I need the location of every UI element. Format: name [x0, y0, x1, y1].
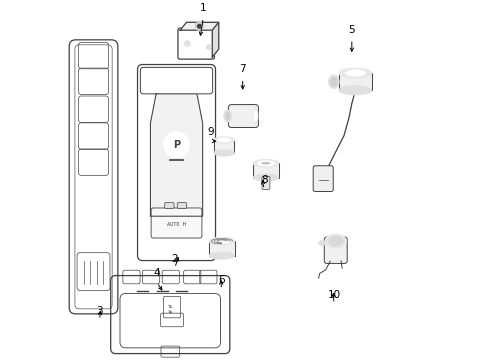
- Ellipse shape: [253, 111, 257, 122]
- Text: AUTO H: AUTO H: [167, 221, 185, 226]
- Text: 2: 2: [171, 254, 178, 264]
- Ellipse shape: [209, 252, 234, 259]
- Polygon shape: [338, 73, 371, 90]
- Text: 10: 10: [326, 289, 340, 300]
- Ellipse shape: [224, 110, 231, 122]
- Polygon shape: [209, 241, 234, 256]
- Ellipse shape: [338, 68, 371, 78]
- Text: 4: 4: [153, 268, 160, 278]
- Polygon shape: [180, 22, 218, 30]
- FancyBboxPatch shape: [312, 166, 332, 192]
- Circle shape: [195, 22, 203, 31]
- Polygon shape: [150, 94, 202, 216]
- Ellipse shape: [213, 137, 234, 143]
- Ellipse shape: [261, 162, 270, 165]
- Ellipse shape: [213, 150, 234, 156]
- Circle shape: [195, 75, 205, 86]
- Ellipse shape: [217, 138, 230, 142]
- Ellipse shape: [327, 236, 343, 246]
- Ellipse shape: [257, 161, 274, 166]
- Circle shape: [206, 45, 211, 50]
- FancyBboxPatch shape: [262, 176, 269, 189]
- Ellipse shape: [253, 174, 278, 181]
- FancyBboxPatch shape: [177, 203, 186, 208]
- Text: 1: 1: [200, 3, 206, 13]
- FancyBboxPatch shape: [164, 203, 174, 208]
- Ellipse shape: [338, 86, 371, 95]
- Circle shape: [195, 240, 205, 251]
- Ellipse shape: [253, 107, 258, 125]
- Text: P: P: [173, 140, 180, 150]
- Circle shape: [163, 132, 189, 158]
- Circle shape: [197, 24, 201, 28]
- Ellipse shape: [345, 70, 365, 76]
- Circle shape: [314, 279, 321, 286]
- FancyBboxPatch shape: [151, 208, 202, 238]
- Ellipse shape: [318, 240, 325, 246]
- Ellipse shape: [214, 239, 229, 244]
- Text: 9: 9: [207, 127, 213, 137]
- Ellipse shape: [328, 75, 339, 89]
- Ellipse shape: [253, 159, 278, 167]
- Circle shape: [147, 240, 158, 251]
- Polygon shape: [212, 22, 218, 57]
- Text: 5: 5: [348, 25, 354, 35]
- Circle shape: [147, 75, 158, 86]
- Circle shape: [184, 41, 190, 46]
- FancyBboxPatch shape: [324, 237, 346, 264]
- Circle shape: [166, 135, 186, 155]
- Ellipse shape: [209, 237, 234, 245]
- Text: 6: 6: [218, 275, 224, 285]
- Text: 8: 8: [260, 175, 267, 185]
- FancyBboxPatch shape: [228, 105, 258, 127]
- Ellipse shape: [325, 234, 346, 248]
- Ellipse shape: [225, 112, 229, 120]
- Polygon shape: [213, 140, 234, 153]
- Text: 3: 3: [96, 306, 102, 316]
- Text: 7: 7: [239, 64, 245, 74]
- Polygon shape: [253, 163, 278, 177]
- Ellipse shape: [330, 77, 336, 86]
